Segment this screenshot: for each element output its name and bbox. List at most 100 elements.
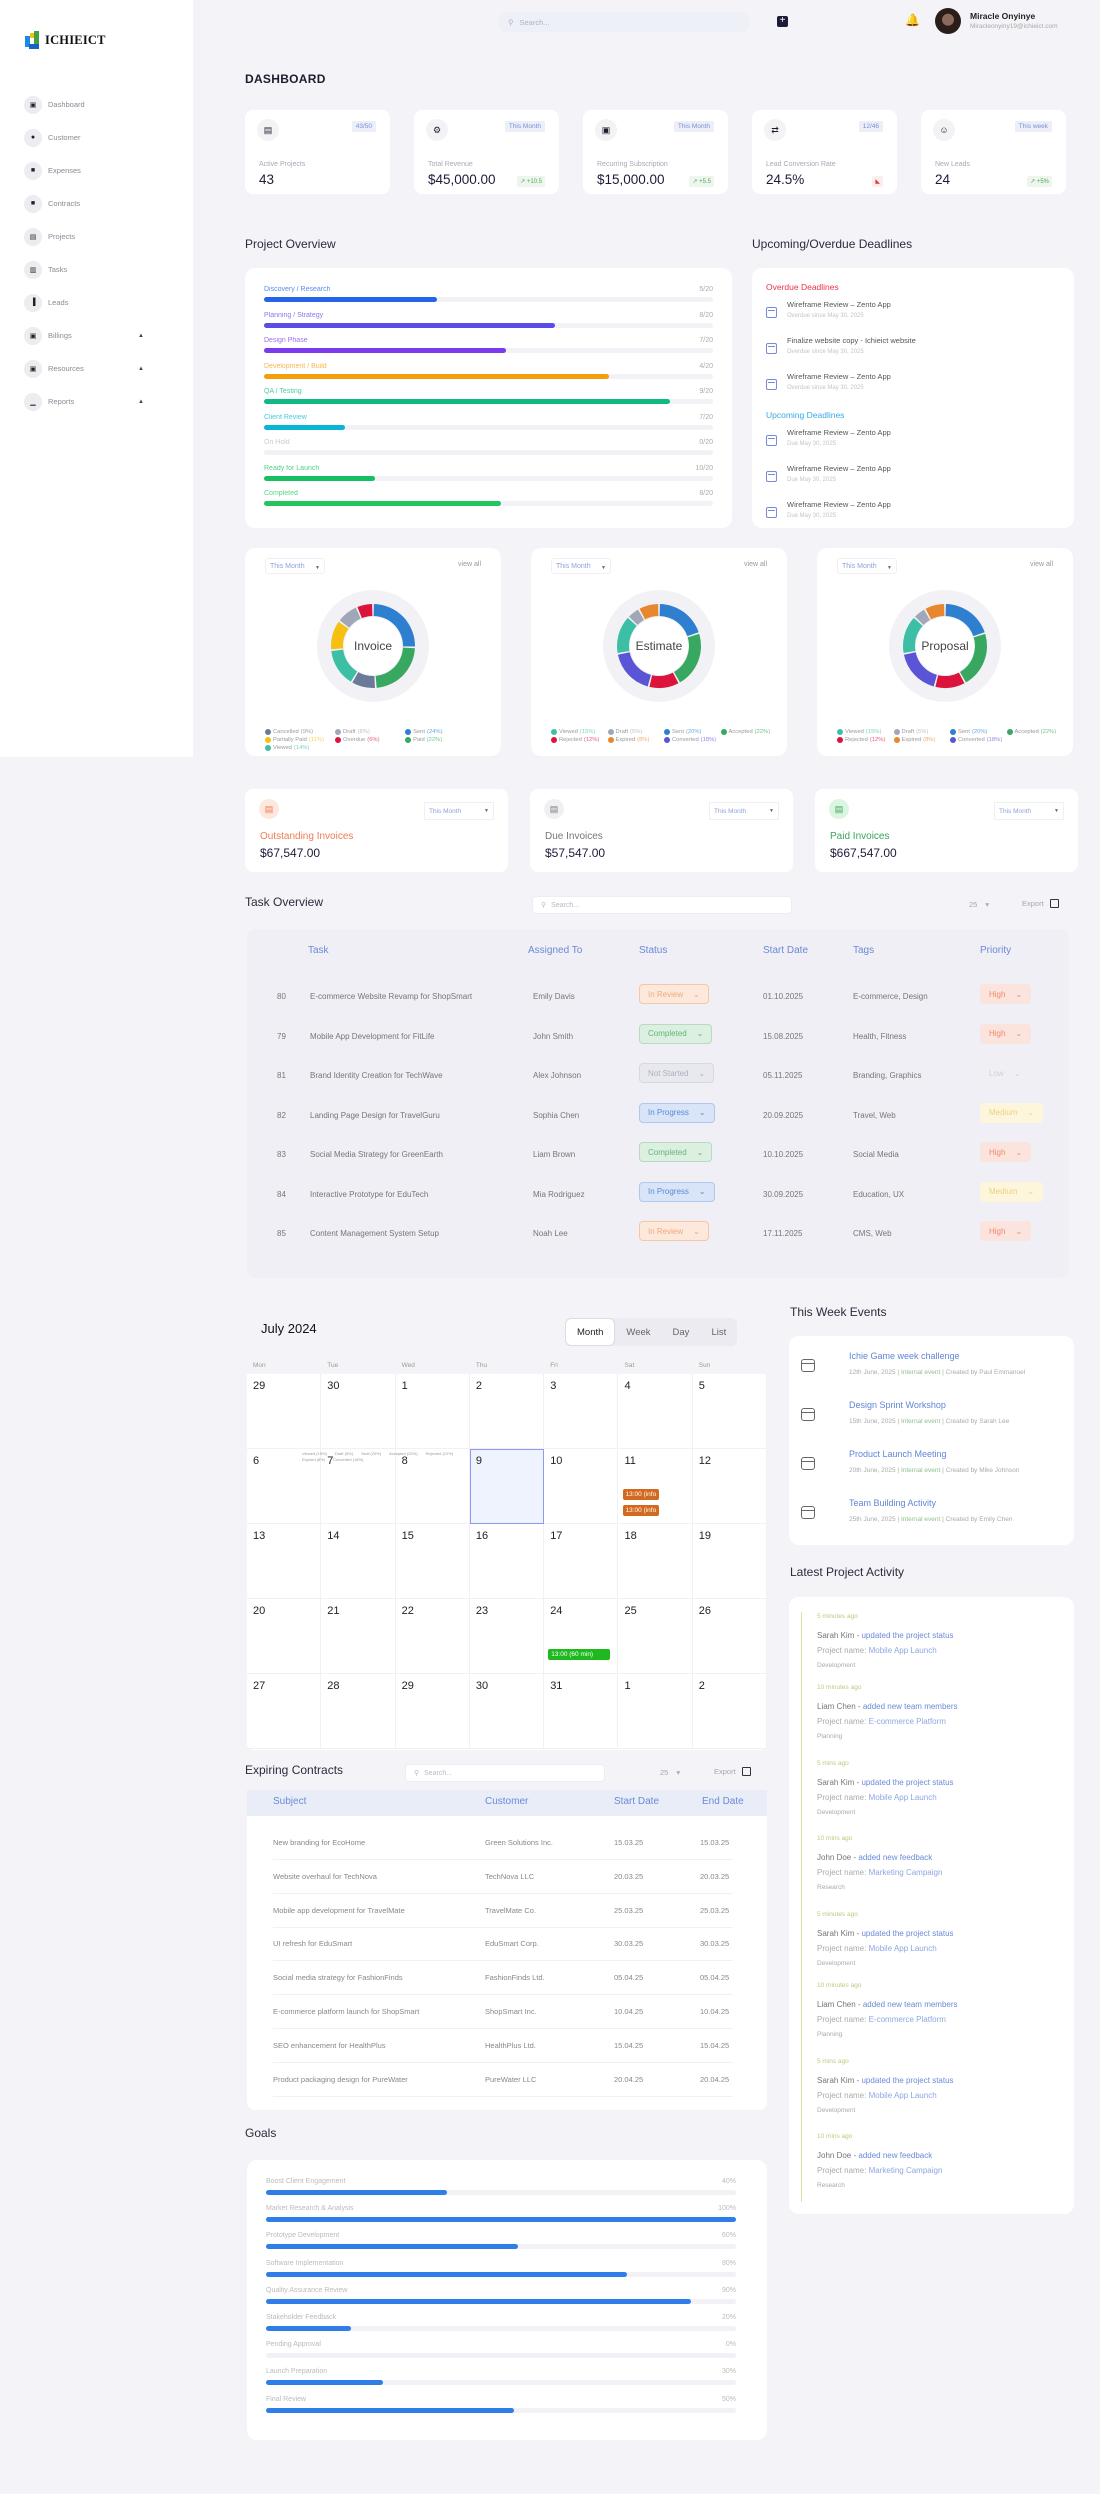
project-link[interactable]: Mobile App Launch bbox=[868, 1793, 937, 1802]
activity-action-link[interactable]: added new feedback bbox=[858, 1853, 933, 1862]
table-row[interactable]: UI refresh for EduSmart EduSmart Corp. 30.… bbox=[273, 1927, 733, 1962]
calendar-day-cell[interactable]: 2 bbox=[692, 1674, 768, 1749]
caret-up-icon[interactable]: ▲ bbox=[138, 398, 144, 405]
priority-dropdown[interactable]: High ⌄ bbox=[980, 984, 1032, 1004]
sidebar-item-dashboard[interactable]: ▣ Dashboard bbox=[24, 88, 144, 121]
donut-slice-viewed[interactable] bbox=[903, 617, 923, 654]
column-header-assigned-to[interactable]: Assigned To bbox=[528, 945, 583, 956]
status-dropdown[interactable]: In Progress ⌄ bbox=[639, 1181, 715, 1202]
project-link[interactable]: Mobile App Launch bbox=[868, 2091, 937, 2100]
calendar-day-cell[interactable]: 16 bbox=[469, 1524, 545, 1599]
contracts-page-size-select[interactable]: 25 ▾ bbox=[660, 1768, 680, 1777]
event-item[interactable]: Ichie Game week challenge 12th June, 2025… bbox=[801, 1351, 1071, 1400]
calendar-day-cell[interactable]: 29 bbox=[247, 1374, 322, 1449]
donut-slice-rejected[interactable] bbox=[649, 672, 679, 688]
calendar-day-cell[interactable]: 8 bbox=[395, 1449, 470, 1524]
calendar-day-cell[interactable]: 30 bbox=[321, 1374, 396, 1449]
sidebar-item-tasks[interactable]: ▥ Tasks bbox=[24, 253, 144, 286]
add-button[interactable]: + bbox=[777, 16, 788, 27]
logo[interactable]: ICHIEICT bbox=[25, 31, 106, 49]
column-header-status[interactable]: Status bbox=[639, 945, 668, 956]
calendar-day-cell[interactable]: 19 bbox=[692, 1524, 768, 1599]
status-dropdown[interactable]: In Review ⌄ bbox=[639, 984, 709, 1004]
stat-card-total-revenue[interactable]: ⚙ This Month Total Revenue $45,000.00 ↗ +10.… bbox=[414, 110, 559, 194]
stat-card-lead-conversion-rate[interactable]: ⇄ 12/46 Lead Conversion Rate 24.5% ◣ bbox=[752, 110, 897, 194]
table-row[interactable]: Website overhaul for TechNova TechNova LL… bbox=[273, 1860, 733, 1894]
table-row[interactable]: New branding for EcoHome Green Solutions … bbox=[273, 1826, 733, 1860]
overdue-deadline-item[interactable]: Wireframe Review – Zento App Overdue sinc… bbox=[766, 300, 1046, 336]
calendar-day-cell[interactable]: 28 bbox=[321, 1674, 396, 1749]
overdue-deadline-item[interactable]: Wireframe Review – Zento App Overdue sinc… bbox=[766, 372, 1046, 408]
column-header-tags[interactable]: Tags bbox=[853, 945, 875, 956]
donut-slice-sent[interactable] bbox=[945, 604, 985, 637]
calendar-day-cell[interactable]: 6 bbox=[247, 1449, 322, 1524]
activity-action-link[interactable]: updated the project status bbox=[861, 1778, 954, 1787]
table-row[interactable]: 81 Brand Identity Creation for TechWave Al… bbox=[247, 1058, 1069, 1098]
invoice-summary-card-due-invoices[interactable]: ▤ This Month ▼ Due Invoices $57,547.00 bbox=[530, 789, 793, 872]
view-all-link[interactable]: view all bbox=[1030, 561, 1053, 568]
donut-slice-overdue[interactable] bbox=[357, 604, 373, 619]
period-dropdown[interactable]: This Month ▼ bbox=[424, 802, 494, 820]
task-export-button[interactable]: Export bbox=[1022, 899, 1059, 908]
donut-slice-converted[interactable] bbox=[617, 652, 651, 687]
calendar-day-cell[interactable]: 26 bbox=[692, 1599, 768, 1674]
calendar-day-cell[interactable]: 17 bbox=[544, 1524, 619, 1599]
donut-slice-draft[interactable] bbox=[628, 609, 644, 626]
calendar-event[interactable]: 13:00 (info bbox=[622, 1489, 660, 1500]
status-dropdown[interactable]: Completed ⌄ bbox=[639, 1023, 713, 1044]
calendar-day-cell[interactable]: 25 bbox=[618, 1599, 693, 1674]
table-row[interactable]: E-commerce platform launch for ShopSmart… bbox=[273, 1995, 733, 2029]
table-row[interactable]: 79 Mobile App Development for FitLife John… bbox=[247, 1019, 1069, 1059]
priority-dropdown[interactable]: Low ⌄ bbox=[980, 1063, 1030, 1083]
donut-slice-partially-paid[interactable] bbox=[331, 621, 349, 650]
donut-slice-sent[interactable] bbox=[659, 604, 699, 637]
calendar-day-cell[interactable]: 22 bbox=[395, 1599, 470, 1674]
calendar-day-cell[interactable]: 3 bbox=[544, 1374, 619, 1449]
table-row[interactable]: Mobile app development for TravelMate Tra… bbox=[273, 1894, 733, 1928]
calendar-day-cell[interactable]: 30 bbox=[469, 1674, 545, 1749]
calendar-day-cell[interactable]: 23 bbox=[469, 1599, 545, 1674]
task-name[interactable]: E-commerce Website Revamp for ShopSmart bbox=[310, 992, 473, 1001]
view-all-link[interactable]: view all bbox=[744, 561, 767, 568]
activity-action-link[interactable]: updated the project status bbox=[861, 2076, 954, 2085]
caret-up-icon[interactable]: ▲ bbox=[138, 365, 144, 372]
invoice-summary-card-paid-invoices[interactable]: ▤ This Month ▼ Paid Invoices $667,547.00 bbox=[815, 789, 1078, 872]
event-item[interactable]: Team Building Activity 25th June, 2025 | … bbox=[801, 1498, 1071, 1547]
column-header-priority[interactable]: Priority bbox=[980, 945, 1012, 956]
project-link[interactable]: Mobile App Launch bbox=[868, 1944, 937, 1953]
project-link[interactable]: Marketing Campaign bbox=[868, 1868, 943, 1877]
contracts-export-button[interactable]: Export bbox=[714, 1767, 751, 1776]
donut-slice-viewed[interactable] bbox=[331, 649, 358, 682]
calendar-day-cell[interactable]: 13 bbox=[247, 1524, 322, 1599]
calendar-event[interactable]: 13:00 (60 min) bbox=[548, 1649, 611, 1660]
task-name[interactable]: Content Management System Setup bbox=[310, 1229, 439, 1238]
project-link[interactable]: Marketing Campaign bbox=[868, 2166, 943, 2175]
calendar-day-cell[interactable]: 10 bbox=[544, 1449, 619, 1524]
calendar-event[interactable]: 13:00 (info bbox=[622, 1505, 660, 1516]
column-header-end-date[interactable]: End Date bbox=[702, 1796, 744, 1807]
calendar-day-cell[interactable]: 5 bbox=[692, 1374, 768, 1449]
activity-action-link[interactable]: added new team members bbox=[862, 2000, 958, 2009]
calendar-day-cell[interactable]: 9 bbox=[469, 1449, 545, 1524]
sidebar-item-billings[interactable]: ▣ Billings ▲ bbox=[24, 319, 144, 352]
donut-slice-expired[interactable] bbox=[925, 604, 945, 620]
project-link[interactable]: Mobile App Launch bbox=[868, 1646, 937, 1655]
task-page-size-select[interactable]: 25 ▾ bbox=[969, 900, 989, 909]
activity-action-link[interactable]: updated the project status bbox=[861, 1631, 954, 1640]
calendar-day-cell[interactable]: 21 bbox=[321, 1599, 396, 1674]
sidebar-item-leads[interactable]: ▐ Leads bbox=[24, 286, 144, 319]
project-link[interactable]: E-commerce Platform bbox=[868, 1717, 946, 1726]
table-row[interactable]: 83 Social Media Strategy for GreenEarth Li… bbox=[247, 1137, 1069, 1177]
column-header-task[interactable]: Task bbox=[308, 945, 329, 956]
task-name[interactable]: Social Media Strategy for GreenEarth bbox=[310, 1150, 443, 1159]
period-dropdown[interactable]: This Month ▼ bbox=[551, 558, 611, 574]
status-dropdown[interactable]: Not Started ⌄ bbox=[639, 1063, 715, 1083]
priority-dropdown[interactable]: High ⌄ bbox=[980, 1221, 1032, 1241]
calendar-day-cell[interactable]: 20 bbox=[247, 1599, 322, 1674]
status-dropdown[interactable]: In Review ⌄ bbox=[639, 1221, 709, 1241]
period-dropdown[interactable]: This Month ▼ bbox=[265, 558, 325, 574]
sidebar-item-reports[interactable]: ▁ Reports ▲ bbox=[24, 385, 144, 418]
project-link[interactable]: E-commerce Platform bbox=[868, 2015, 946, 2024]
table-row[interactable]: Product packaging design for PureWater Pu… bbox=[273, 2063, 733, 2097]
notification-bell-icon[interactable]: 🔔 bbox=[905, 13, 920, 27]
